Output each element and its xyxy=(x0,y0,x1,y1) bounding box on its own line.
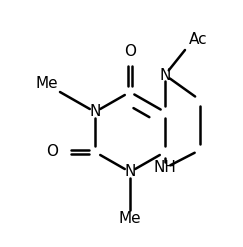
Text: N: N xyxy=(89,104,101,120)
Text: O: O xyxy=(124,44,136,60)
Text: N: N xyxy=(159,67,171,82)
Text: O: O xyxy=(46,144,58,160)
Text: N: N xyxy=(124,165,136,180)
Text: Me: Me xyxy=(119,210,141,226)
Text: NH: NH xyxy=(154,161,176,176)
Text: Ac: Ac xyxy=(189,33,207,47)
Text: Me: Me xyxy=(36,77,58,91)
